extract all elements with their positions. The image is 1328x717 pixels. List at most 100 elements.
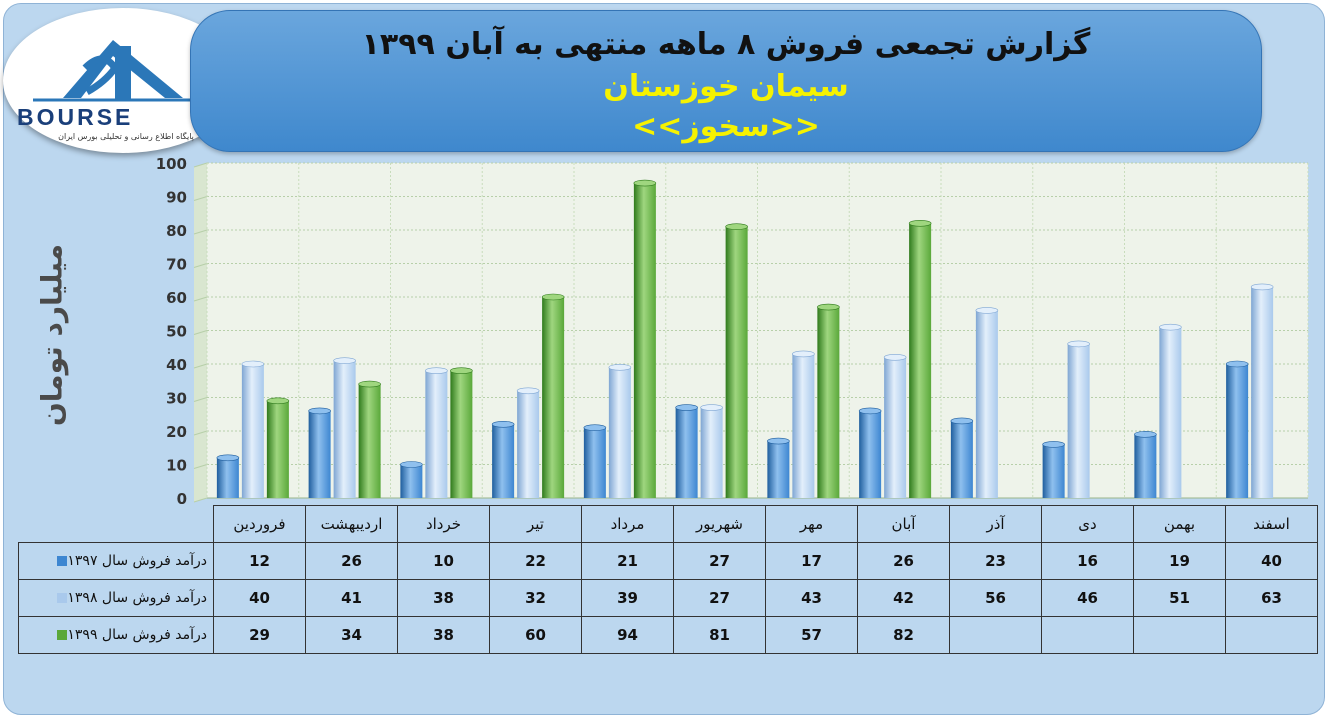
- bar-cap: [858, 407, 882, 415]
- report-title: گزارش تجمعی فروش ۸ ماهه منتهی به آبان ۱۳…: [361, 27, 1091, 62]
- logo-mark-icon: [33, 40, 218, 102]
- grid-line-wall: [193, 162, 208, 168]
- data-label: 19: [1133, 542, 1226, 580]
- bar-cap: [358, 380, 381, 388]
- table-corner: [18, 505, 214, 543]
- bar: [241, 364, 264, 498]
- grid-line-wall: [193, 330, 208, 335]
- data-label: 63: [1225, 579, 1318, 617]
- bar-cap: [767, 437, 790, 445]
- bar-cap: [450, 367, 473, 375]
- bar: [1226, 364, 1249, 498]
- legend-label: درآمد فروش سال ۱۳۹۸: [67, 590, 207, 606]
- bar: [1042, 444, 1065, 498]
- x-tick-label: مهر: [765, 505, 858, 543]
- bar-cap: [216, 454, 240, 462]
- bar-cap: [975, 307, 999, 314]
- bar: [266, 400, 289, 498]
- bar-cap: [908, 220, 932, 227]
- x-tick-label: آذر: [949, 505, 1042, 543]
- y-tick-label: 100: [156, 155, 187, 173]
- bar-cap: [333, 357, 356, 364]
- data-table: فروردین اردیبهشت خرداد تیر مرداد شهریور مهر آبا…: [18, 505, 1318, 654]
- bar-cap: [241, 360, 265, 368]
- grid-line-wall: [193, 497, 208, 503]
- data-label: 41: [305, 579, 398, 617]
- bar: [400, 464, 423, 498]
- data-label: 94: [581, 616, 674, 654]
- data-label: 51: [1133, 579, 1226, 617]
- legend-entry: درآمد فروش سال ۱۳۹۷: [18, 542, 214, 580]
- bar-cap: [608, 364, 632, 371]
- data-label: 57: [765, 616, 858, 654]
- bar-cap: [583, 424, 607, 431]
- data-label: 27: [673, 579, 766, 617]
- data-label: 42: [857, 579, 950, 617]
- bar: [517, 390, 540, 498]
- y-tick-label: 80: [166, 222, 187, 240]
- bar-cap: [700, 404, 723, 411]
- bar-cap: [675, 404, 698, 411]
- header-banner: گزارش تجمعی فروش ۸ ماهه منتهی به آبان ۱۳…: [190, 10, 1262, 152]
- bar-cap: [1250, 283, 1274, 291]
- bar: [950, 420, 973, 498]
- x-tick-label: آبان: [857, 505, 950, 543]
- data-label: 40: [213, 579, 306, 617]
- y-tick-label: 90: [166, 189, 187, 207]
- bar: [725, 226, 748, 498]
- x-tick-label: اسفند: [1225, 505, 1318, 543]
- data-label: [1133, 616, 1226, 654]
- x-tick-label: مرداد: [581, 505, 674, 543]
- legend-entry: درآمد فروش سال ۱۳۹۸: [18, 579, 214, 617]
- ticker-symbol: <<سخوز>>: [632, 109, 820, 144]
- data-label: 23: [949, 542, 1042, 580]
- logo-wordmark: BOURSE: [17, 104, 134, 130]
- x-tick-label: شهریور: [673, 505, 766, 543]
- bar-cap: [400, 461, 423, 468]
- data-label: 26: [857, 542, 950, 580]
- bar: [633, 183, 656, 498]
- bar: [792, 353, 815, 498]
- bar-cap: [491, 420, 515, 428]
- data-label: 43: [765, 579, 858, 617]
- bar: [1067, 343, 1090, 498]
- y-axis-label: میلیارد تومان: [35, 243, 69, 427]
- x-tick-label: اردیبهشت: [305, 505, 398, 543]
- grid-line-wall: [193, 263, 208, 268]
- bar: [425, 370, 448, 498]
- bar: [909, 223, 932, 499]
- bar-cap: [725, 223, 748, 230]
- data-label: 32: [489, 579, 582, 617]
- bar: [675, 407, 698, 498]
- bar: [975, 310, 998, 498]
- data-label: [1041, 616, 1134, 654]
- bar-cap: [633, 179, 657, 187]
- legend-entry: درآمد فروش سال ۱۳۹۹: [18, 616, 214, 654]
- bar-cap: [541, 293, 565, 301]
- bar-cap: [1134, 431, 1157, 438]
- data-label: [949, 616, 1042, 654]
- x-tick-label: خرداد: [397, 505, 490, 543]
- table-row: درآمد فروش سال ۱۳۹۸ 40 41 38 32 39 27 43 42 56 46 5…: [18, 579, 1318, 617]
- bar: [767, 441, 790, 498]
- bar-cap: [516, 387, 540, 395]
- table-row: درآمد فروش سال ۱۳۹۹ 29 34 38 60 94 81 57 82: [18, 616, 1318, 654]
- bar-cap: [1067, 340, 1090, 348]
- data-label: 21: [581, 542, 674, 580]
- bar-cap: [1225, 360, 1249, 368]
- y-tick-label: 30: [166, 390, 187, 408]
- data-label: 82: [857, 616, 950, 654]
- table-row: درآمد فروش سال ۱۳۹۷ 12 26 10 22 21 27 17 26 23 16 1…: [18, 542, 1318, 580]
- data-label: 56: [949, 579, 1042, 617]
- grid-line-wall: [193, 196, 208, 201]
- grid-line-wall: [193, 229, 208, 235]
- legend-label: درآمد فروش سال ۱۳۹۹: [67, 627, 207, 643]
- bar-cap: [308, 407, 331, 415]
- bar: [608, 367, 631, 498]
- grid-line-wall: [193, 430, 208, 436]
- grid-line-wall: [193, 363, 208, 369]
- data-label: 12: [213, 542, 306, 580]
- bar-cap: [425, 367, 448, 375]
- bar: [450, 370, 473, 498]
